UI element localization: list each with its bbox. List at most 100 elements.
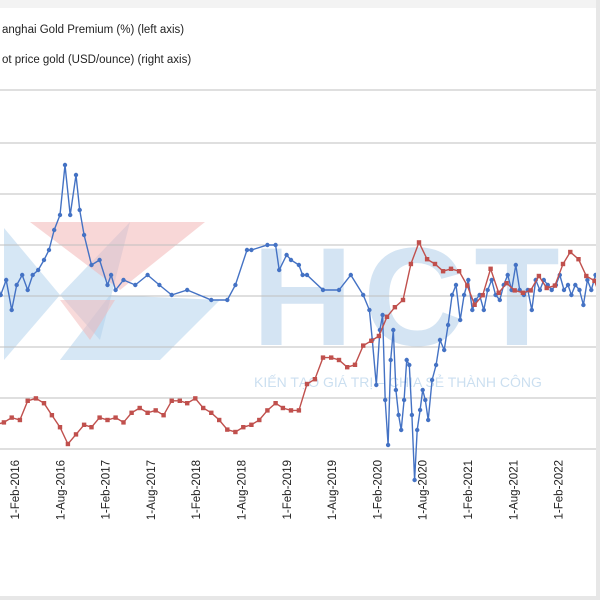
data-point	[336, 287, 342, 293]
data-point	[304, 381, 310, 387]
data-point	[470, 307, 475, 313]
data-point	[177, 398, 182, 403]
data-point	[288, 257, 294, 263]
data-point	[412, 477, 417, 483]
data-point	[108, 272, 114, 278]
data-point	[407, 362, 412, 368]
data-point	[105, 417, 110, 423]
data-point	[592, 278, 597, 283]
data-point	[560, 261, 566, 267]
data-point	[233, 282, 238, 288]
data-point	[528, 288, 533, 293]
data-point	[113, 415, 118, 420]
data-point	[30, 272, 35, 278]
data-point	[404, 357, 409, 363]
data-point	[257, 417, 262, 423]
data-point	[417, 407, 423, 413]
data-point	[20, 272, 25, 278]
data-point	[584, 273, 589, 279]
data-point	[36, 267, 41, 273]
series-premium	[0, 162, 600, 483]
data-point	[445, 322, 451, 328]
data-point	[536, 273, 542, 279]
data-point	[121, 277, 126, 283]
data-point	[440, 269, 446, 274]
data-point	[426, 417, 431, 423]
data-point	[201, 405, 206, 411]
data-point	[1, 420, 7, 425]
data-point	[81, 422, 87, 427]
data-point	[415, 427, 420, 433]
data-point	[185, 287, 190, 293]
data-point	[77, 207, 82, 213]
data-point	[466, 277, 471, 283]
data-point	[361, 343, 366, 348]
data-point	[209, 410, 214, 415]
data-point	[0, 292, 3, 298]
scrollbar-edge	[596, 0, 600, 600]
data-point	[300, 272, 305, 278]
data-point	[481, 307, 486, 313]
x-tick-label: 1-Feb-2018	[191, 460, 203, 519]
data-point	[25, 398, 30, 403]
data-point	[504, 281, 509, 286]
data-point	[105, 282, 110, 288]
data-point	[565, 282, 571, 288]
data-point	[9, 415, 14, 420]
data-point	[288, 408, 294, 413]
data-point	[348, 272, 353, 278]
data-point	[265, 408, 270, 413]
data-point	[97, 415, 102, 420]
x-tick-label: 1-Feb-2020	[372, 460, 384, 519]
data-point	[9, 307, 14, 313]
watermark-shape	[4, 228, 60, 360]
data-point	[17, 417, 23, 423]
data-point	[169, 398, 174, 403]
data-point	[432, 261, 438, 267]
data-point	[137, 405, 142, 411]
bottom-edge	[0, 596, 600, 600]
x-tick-label: 1-Aug-2018	[237, 460, 249, 520]
data-point	[456, 269, 462, 274]
data-point	[97, 257, 102, 263]
data-point	[304, 272, 310, 278]
legend: anghai Gold Premium (%) (left axis) ot pr…	[2, 24, 191, 66]
data-point	[277, 267, 282, 273]
data-point	[296, 408, 302, 413]
data-point	[399, 427, 404, 433]
data-point	[129, 410, 134, 415]
data-point	[400, 297, 406, 303]
data-point	[209, 297, 214, 303]
legend-label: ot price gold (USD/ounce) (right axis)	[2, 54, 191, 66]
data-point	[273, 242, 278, 248]
data-point	[453, 282, 459, 288]
data-point	[41, 401, 47, 406]
data-point	[320, 287, 326, 293]
data-point	[296, 262, 302, 268]
data-point	[520, 290, 526, 295]
x-tick-label: 1-Aug-2017	[146, 460, 158, 520]
data-point	[46, 247, 52, 253]
x-tick-label: 1-Aug-2019	[327, 460, 339, 520]
data-point	[581, 302, 586, 308]
data-point	[496, 290, 501, 295]
data-point	[329, 355, 334, 360]
data-point	[384, 314, 390, 319]
data-point	[388, 357, 393, 363]
data-point	[133, 282, 138, 288]
data-point	[393, 387, 399, 393]
series-spot-price	[0, 240, 600, 447]
data-point	[361, 292, 366, 298]
data-point	[284, 252, 289, 258]
data-point	[352, 362, 358, 367]
data-point	[544, 285, 549, 291]
data-point	[89, 425, 94, 430]
data-point	[73, 432, 79, 437]
data-point	[320, 355, 326, 360]
data-point	[497, 297, 502, 303]
data-point	[312, 377, 318, 382]
data-point	[241, 425, 246, 430]
data-point	[473, 297, 478, 303]
